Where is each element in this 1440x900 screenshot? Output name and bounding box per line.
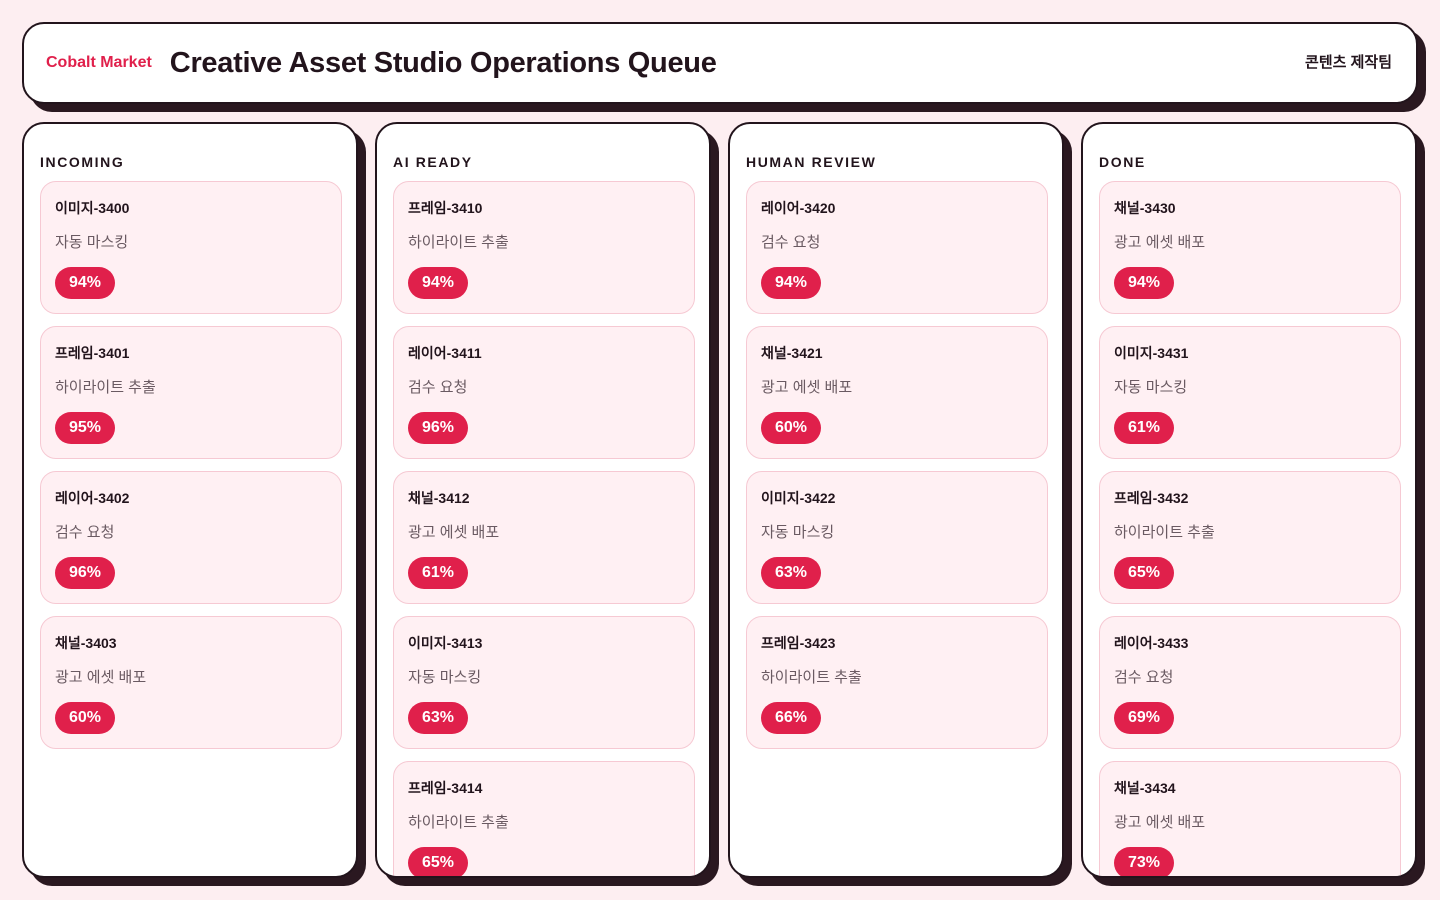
- team-name: 콘텐츠 제작팀: [1305, 53, 1392, 71]
- card-task: 자동 마스킹: [55, 234, 129, 251]
- card-task: 자동 마스킹: [761, 524, 835, 541]
- task-card[interactable]: 채널-3412 광고 에셋 배포 61%: [393, 471, 695, 604]
- card-task: 광고 에셋 배포: [761, 379, 853, 396]
- card-id: 이미지-3400: [55, 200, 130, 216]
- card-list: 프레임-3410 하이라이트 추출 94% 레이어-3411 검수 요청 96%…: [393, 181, 695, 876]
- task-card[interactable]: 레이어-3402 검수 요청 96%: [40, 471, 342, 604]
- confidence-badge: 73%: [1114, 847, 1174, 876]
- card-id: 레이어-3433: [1114, 635, 1189, 651]
- task-card[interactable]: 프레임-3423 하이라이트 추출 66%: [746, 616, 1048, 749]
- confidence-badge: 69%: [1114, 702, 1174, 734]
- app-header: Cobalt Market Creative Asset Studio Oper…: [22, 22, 1418, 104]
- task-card[interactable]: 이미지-3431 자동 마스킹 61%: [1099, 326, 1401, 459]
- card-id: 이미지-3431: [1114, 345, 1189, 361]
- page-title: Creative Asset Studio Operations Queue: [169, 46, 717, 79]
- card-id: 레이어-3411: [408, 345, 482, 361]
- card-id: 프레임-3423: [761, 635, 836, 651]
- card-id: 레이어-3402: [55, 490, 130, 506]
- column-title: INCOMING: [40, 154, 125, 170]
- card-list: 이미지-3400 자동 마스킹 94% 프레임-3401 하이라이트 추출 95…: [40, 181, 342, 761]
- card-id: 프레임-3410: [408, 200, 483, 216]
- task-card[interactable]: 프레임-3414 하이라이트 추출 65%: [393, 761, 695, 876]
- confidence-badge: 96%: [408, 412, 468, 444]
- column-ai-ready: AI READY 프레임-3410 하이라이트 추출 94% 레이어-3411 …: [375, 122, 711, 878]
- card-task: 광고 에셋 배포: [408, 524, 500, 541]
- card-task: 하이라이트 추출: [761, 669, 862, 686]
- confidence-badge: 94%: [1114, 267, 1174, 299]
- card-id: 프레임-3432: [1114, 490, 1189, 506]
- task-card[interactable]: 이미지-3422 자동 마스킹 63%: [746, 471, 1048, 604]
- task-card[interactable]: 채널-3421 광고 에셋 배포 60%: [746, 326, 1048, 459]
- brand-logo[interactable]: Cobalt Market: [46, 54, 152, 71]
- column-done: DONE 채널-3430 광고 에셋 배포 94% 이미지-3431 자동 마스…: [1081, 122, 1417, 878]
- card-task: 검수 요청: [408, 379, 468, 396]
- confidence-badge: 66%: [761, 702, 821, 734]
- confidence-badge: 60%: [55, 702, 115, 734]
- task-card[interactable]: 채널-3430 광고 에셋 배포 94%: [1099, 181, 1401, 314]
- confidence-badge: 95%: [55, 412, 115, 444]
- task-card[interactable]: 프레임-3410 하이라이트 추출 94%: [393, 181, 695, 314]
- card-id: 채널-3412: [408, 490, 470, 506]
- card-list: 레이어-3420 검수 요청 94% 채널-3421 광고 에셋 배포 60% …: [746, 181, 1048, 761]
- task-card[interactable]: 레이어-3411 검수 요청 96%: [393, 326, 695, 459]
- card-list: 채널-3430 광고 에셋 배포 94% 이미지-3431 자동 마스킹 61%…: [1099, 181, 1401, 876]
- card-id: 프레임-3401: [55, 345, 130, 361]
- confidence-badge: 60%: [761, 412, 821, 444]
- confidence-badge: 61%: [1114, 412, 1174, 444]
- confidence-badge: 65%: [1114, 557, 1174, 589]
- task-card[interactable]: 채널-3403 광고 에셋 배포 60%: [40, 616, 342, 749]
- card-task: 하이라이트 추출: [1114, 524, 1215, 541]
- task-card[interactable]: 레이어-3420 검수 요청 94%: [746, 181, 1048, 314]
- card-task: 하이라이트 추출: [55, 379, 156, 396]
- column-human-review: HUMAN REVIEW 레이어-3420 검수 요청 94% 채널-3421 …: [728, 122, 1064, 878]
- column-title: DONE: [1099, 154, 1146, 170]
- task-card[interactable]: 프레임-3401 하이라이트 추출 95%: [40, 326, 342, 459]
- confidence-badge: 65%: [408, 847, 468, 876]
- card-id: 채널-3421: [761, 345, 823, 361]
- task-card[interactable]: 이미지-3413 자동 마스킹 63%: [393, 616, 695, 749]
- task-card[interactable]: 레이어-3433 검수 요청 69%: [1099, 616, 1401, 749]
- card-task: 검수 요청: [761, 234, 821, 251]
- column-title: HUMAN REVIEW: [746, 154, 877, 170]
- column-incoming: INCOMING 이미지-3400 자동 마스킹 94% 프레임-3401 하이…: [22, 122, 358, 878]
- confidence-badge: 61%: [408, 557, 468, 589]
- task-card[interactable]: 이미지-3400 자동 마스킹 94%: [40, 181, 342, 314]
- confidence-badge: 96%: [55, 557, 115, 589]
- card-id: 이미지-3413: [408, 635, 483, 651]
- card-task: 광고 에셋 배포: [55, 669, 147, 686]
- card-id: 채널-3403: [55, 635, 117, 651]
- card-id: 채널-3434: [1114, 780, 1176, 796]
- card-task: 검수 요청: [55, 524, 115, 541]
- card-task: 자동 마스킹: [1114, 379, 1188, 396]
- task-card[interactable]: 채널-3434 광고 에셋 배포 73%: [1099, 761, 1401, 876]
- card-id: 레이어-3420: [761, 200, 836, 216]
- card-id: 이미지-3422: [761, 490, 836, 506]
- card-task: 하이라이트 추출: [408, 234, 509, 251]
- card-id: 채널-3430: [1114, 200, 1176, 216]
- confidence-badge: 63%: [761, 557, 821, 589]
- card-task: 광고 에셋 배포: [1114, 814, 1206, 831]
- confidence-badge: 94%: [55, 267, 115, 299]
- confidence-badge: 63%: [408, 702, 468, 734]
- card-task: 하이라이트 추출: [408, 814, 509, 831]
- column-title: AI READY: [393, 154, 473, 170]
- card-task: 검수 요청: [1114, 669, 1174, 686]
- confidence-badge: 94%: [408, 267, 468, 299]
- task-card[interactable]: 프레임-3432 하이라이트 추출 65%: [1099, 471, 1401, 604]
- card-task: 자동 마스킹: [408, 669, 482, 686]
- confidence-badge: 94%: [761, 267, 821, 299]
- card-id: 프레임-3414: [408, 780, 483, 796]
- card-task: 광고 에셋 배포: [1114, 234, 1206, 251]
